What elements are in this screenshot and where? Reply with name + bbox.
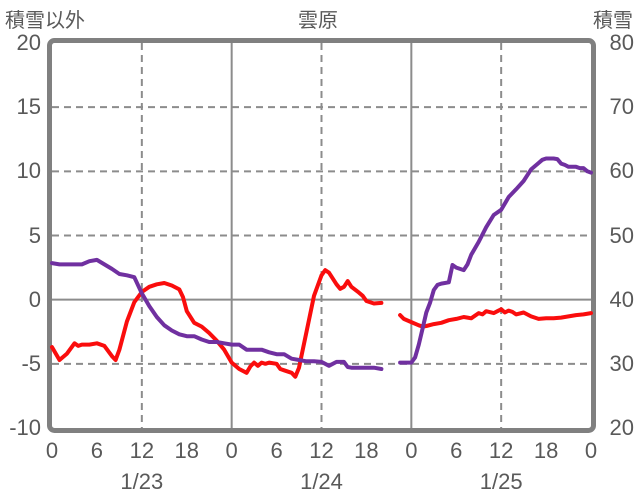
x-hour-tick-label: 6 <box>90 438 104 463</box>
x-hour-tick-label: 6 <box>270 438 283 463</box>
y-right-tick-label: 20 <box>609 415 634 440</box>
series-line-purple_series <box>398 156 593 365</box>
x-hour-tick-label: 0 <box>45 438 59 463</box>
y-right-tick-label: 60 <box>609 158 634 184</box>
y-left-tick-label: 0 <box>28 286 41 312</box>
x-hour-tick-label: 0 <box>584 438 598 463</box>
y-right-tick-label: 80 <box>609 30 634 55</box>
y-left-tick-label: 10 <box>16 158 41 184</box>
y-right-tick-label: 70 <box>609 94 634 120</box>
left-axis-title: 積雪以外 <box>5 10 85 32</box>
chart-title: 雲原 <box>298 10 338 32</box>
y-right-tick-label: 50 <box>609 222 634 248</box>
right-axis-title: 積雪 <box>593 10 633 32</box>
x-hour-tick-label: 6 <box>450 438 463 463</box>
x-hour-tick-label: 12 <box>129 438 155 463</box>
y-right-tick-label: 30 <box>609 350 634 376</box>
y-left-tick-label: -5 <box>21 350 41 376</box>
series-line-red_series <box>398 307 593 329</box>
y-left-tick-label: 20 <box>16 30 41 55</box>
x-hour-tick-label: 0 <box>405 438 418 463</box>
y-left-tick-label: 5 <box>28 222 41 248</box>
x-date-label: 1/24 <box>300 469 343 494</box>
series-line-red_series <box>50 268 384 379</box>
x-hour-tick-label: 12 <box>309 438 334 463</box>
plot-border <box>47 38 596 433</box>
x-date-label: 1/23 <box>120 469 164 494</box>
x-date-label: 1/25 <box>479 469 523 494</box>
x-hour-tick-label: 18 <box>174 438 199 463</box>
x-hour-tick-label: 0 <box>225 438 238 463</box>
x-hour-tick-label: 18 <box>533 438 559 463</box>
y-left-tick-label: 15 <box>16 94 41 120</box>
x-hour-tick-label: 18 <box>354 438 379 463</box>
series-line-purple_series <box>50 257 384 371</box>
y-right-tick-label: 40 <box>609 286 634 312</box>
x-hour-tick-label: 12 <box>488 438 514 463</box>
y-left-tick-label: -10 <box>9 415 41 440</box>
